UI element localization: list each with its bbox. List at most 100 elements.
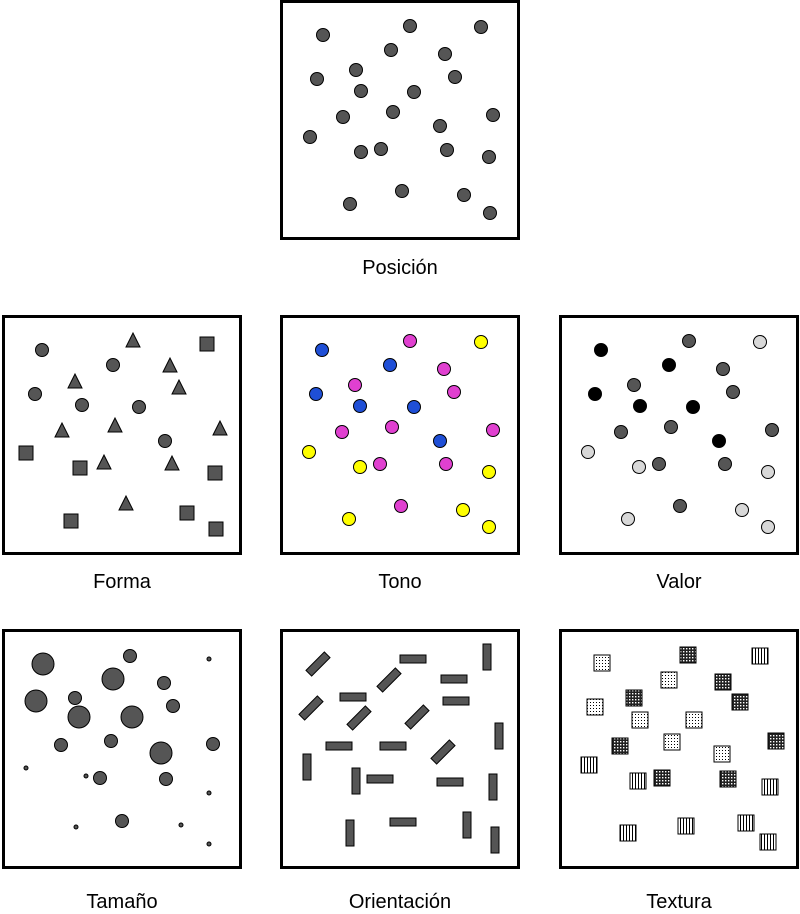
size-dot (120, 705, 144, 729)
hue-dot-magenta (385, 420, 399, 434)
texture-square-lines (677, 817, 695, 835)
bar-mark (490, 826, 500, 854)
dot-mark (440, 143, 454, 157)
texture-square-dots (631, 711, 649, 729)
dot-mark (407, 85, 421, 99)
dot-mark (310, 72, 324, 86)
size-dot (149, 741, 173, 765)
triangle-mark (212, 419, 228, 436)
square-mark (18, 445, 34, 461)
hue-dot-magenta (335, 425, 349, 439)
bar-mark (389, 817, 417, 827)
panel-textura (559, 629, 799, 869)
value-dot (652, 457, 666, 471)
dot-mark (316, 28, 330, 42)
value-dot (716, 362, 730, 376)
texture-square-grid (714, 673, 732, 691)
panel-valor (559, 315, 799, 555)
texture-square-lines (761, 778, 779, 796)
bar-mark (442, 696, 470, 706)
bar-mark (379, 741, 407, 751)
hue-dot-yellow (482, 465, 496, 479)
texture-square-dots (685, 711, 703, 729)
texture-square-grid (611, 737, 629, 755)
bar-mark (440, 674, 468, 684)
caption-textura: Textura (646, 891, 712, 913)
size-dot (206, 841, 212, 847)
dot-mark (384, 43, 398, 57)
size-dot (157, 676, 171, 690)
size-dot (104, 734, 118, 748)
hue-dot-blue (353, 399, 367, 413)
value-dot (614, 425, 628, 439)
forma-marks (18, 331, 228, 537)
triangle-mark (54, 421, 70, 438)
value-dot (673, 499, 687, 513)
size-dot (166, 699, 180, 713)
bar-mark (325, 741, 353, 751)
bar-mark (366, 774, 394, 784)
value-dot (686, 400, 700, 414)
hue-dot-yellow (482, 520, 496, 534)
hue-dot-magenta (403, 334, 417, 348)
size-dot (206, 790, 212, 796)
hue-dot-blue (315, 343, 329, 357)
triangle-mark (67, 372, 83, 389)
texture-square-dots (713, 745, 731, 763)
bar-mark (302, 753, 312, 781)
texture-square-dots (660, 671, 678, 689)
texture-square-lines (751, 647, 769, 665)
size-dot (67, 705, 91, 729)
panel-forma (2, 315, 242, 555)
caption-forma: Forma (93, 571, 151, 593)
panel-posicion (280, 0, 520, 240)
dot-mark (336, 110, 350, 124)
square-mark (63, 513, 79, 529)
triangle-mark (164, 454, 180, 471)
value-dot (761, 520, 775, 534)
dot-mark (483, 206, 497, 220)
hue-dot-blue (383, 358, 397, 372)
tono-marks (302, 334, 500, 534)
caption-tamano: Tamaño (86, 891, 158, 913)
value-dot (627, 378, 641, 392)
size-dot (68, 691, 82, 705)
bar-mark (345, 819, 355, 847)
triangle-mark (171, 378, 187, 395)
bar-mark (346, 705, 372, 731)
circle-mark (158, 434, 172, 448)
value-dot (735, 503, 749, 517)
hue-dot-magenta (439, 457, 453, 471)
hue-dot-blue (407, 400, 421, 414)
caption-valor: Valor (656, 571, 702, 593)
hue-dot-magenta (486, 423, 500, 437)
caption-posicion: Posición (362, 257, 438, 279)
square-mark (207, 465, 223, 481)
hue-dot-yellow (456, 503, 470, 517)
bar-mark (430, 739, 456, 765)
dot-mark (374, 142, 388, 156)
dot-mark (457, 188, 471, 202)
value-dot (588, 387, 602, 401)
hue-dot-magenta (447, 385, 461, 399)
dot-mark (354, 145, 368, 159)
dot-mark (343, 197, 357, 211)
dot-mark (386, 105, 400, 119)
triangle-mark (107, 416, 123, 433)
texture-square-grid (679, 646, 697, 664)
texture-square-grid (767, 732, 785, 750)
dot-mark (403, 19, 417, 33)
dot-mark (354, 84, 368, 98)
hue-dot-magenta (394, 499, 408, 513)
value-dot (753, 335, 767, 349)
texture-square-dots (586, 698, 604, 716)
orientacion-marks (298, 643, 504, 854)
size-dot (178, 822, 184, 828)
value-dot (632, 460, 646, 474)
hue-dot-yellow (302, 445, 316, 459)
valor-marks (581, 334, 779, 534)
triangle-mark (96, 453, 112, 470)
size-dot (206, 737, 220, 751)
bar-mark (351, 767, 361, 795)
bar-mark (404, 704, 430, 730)
